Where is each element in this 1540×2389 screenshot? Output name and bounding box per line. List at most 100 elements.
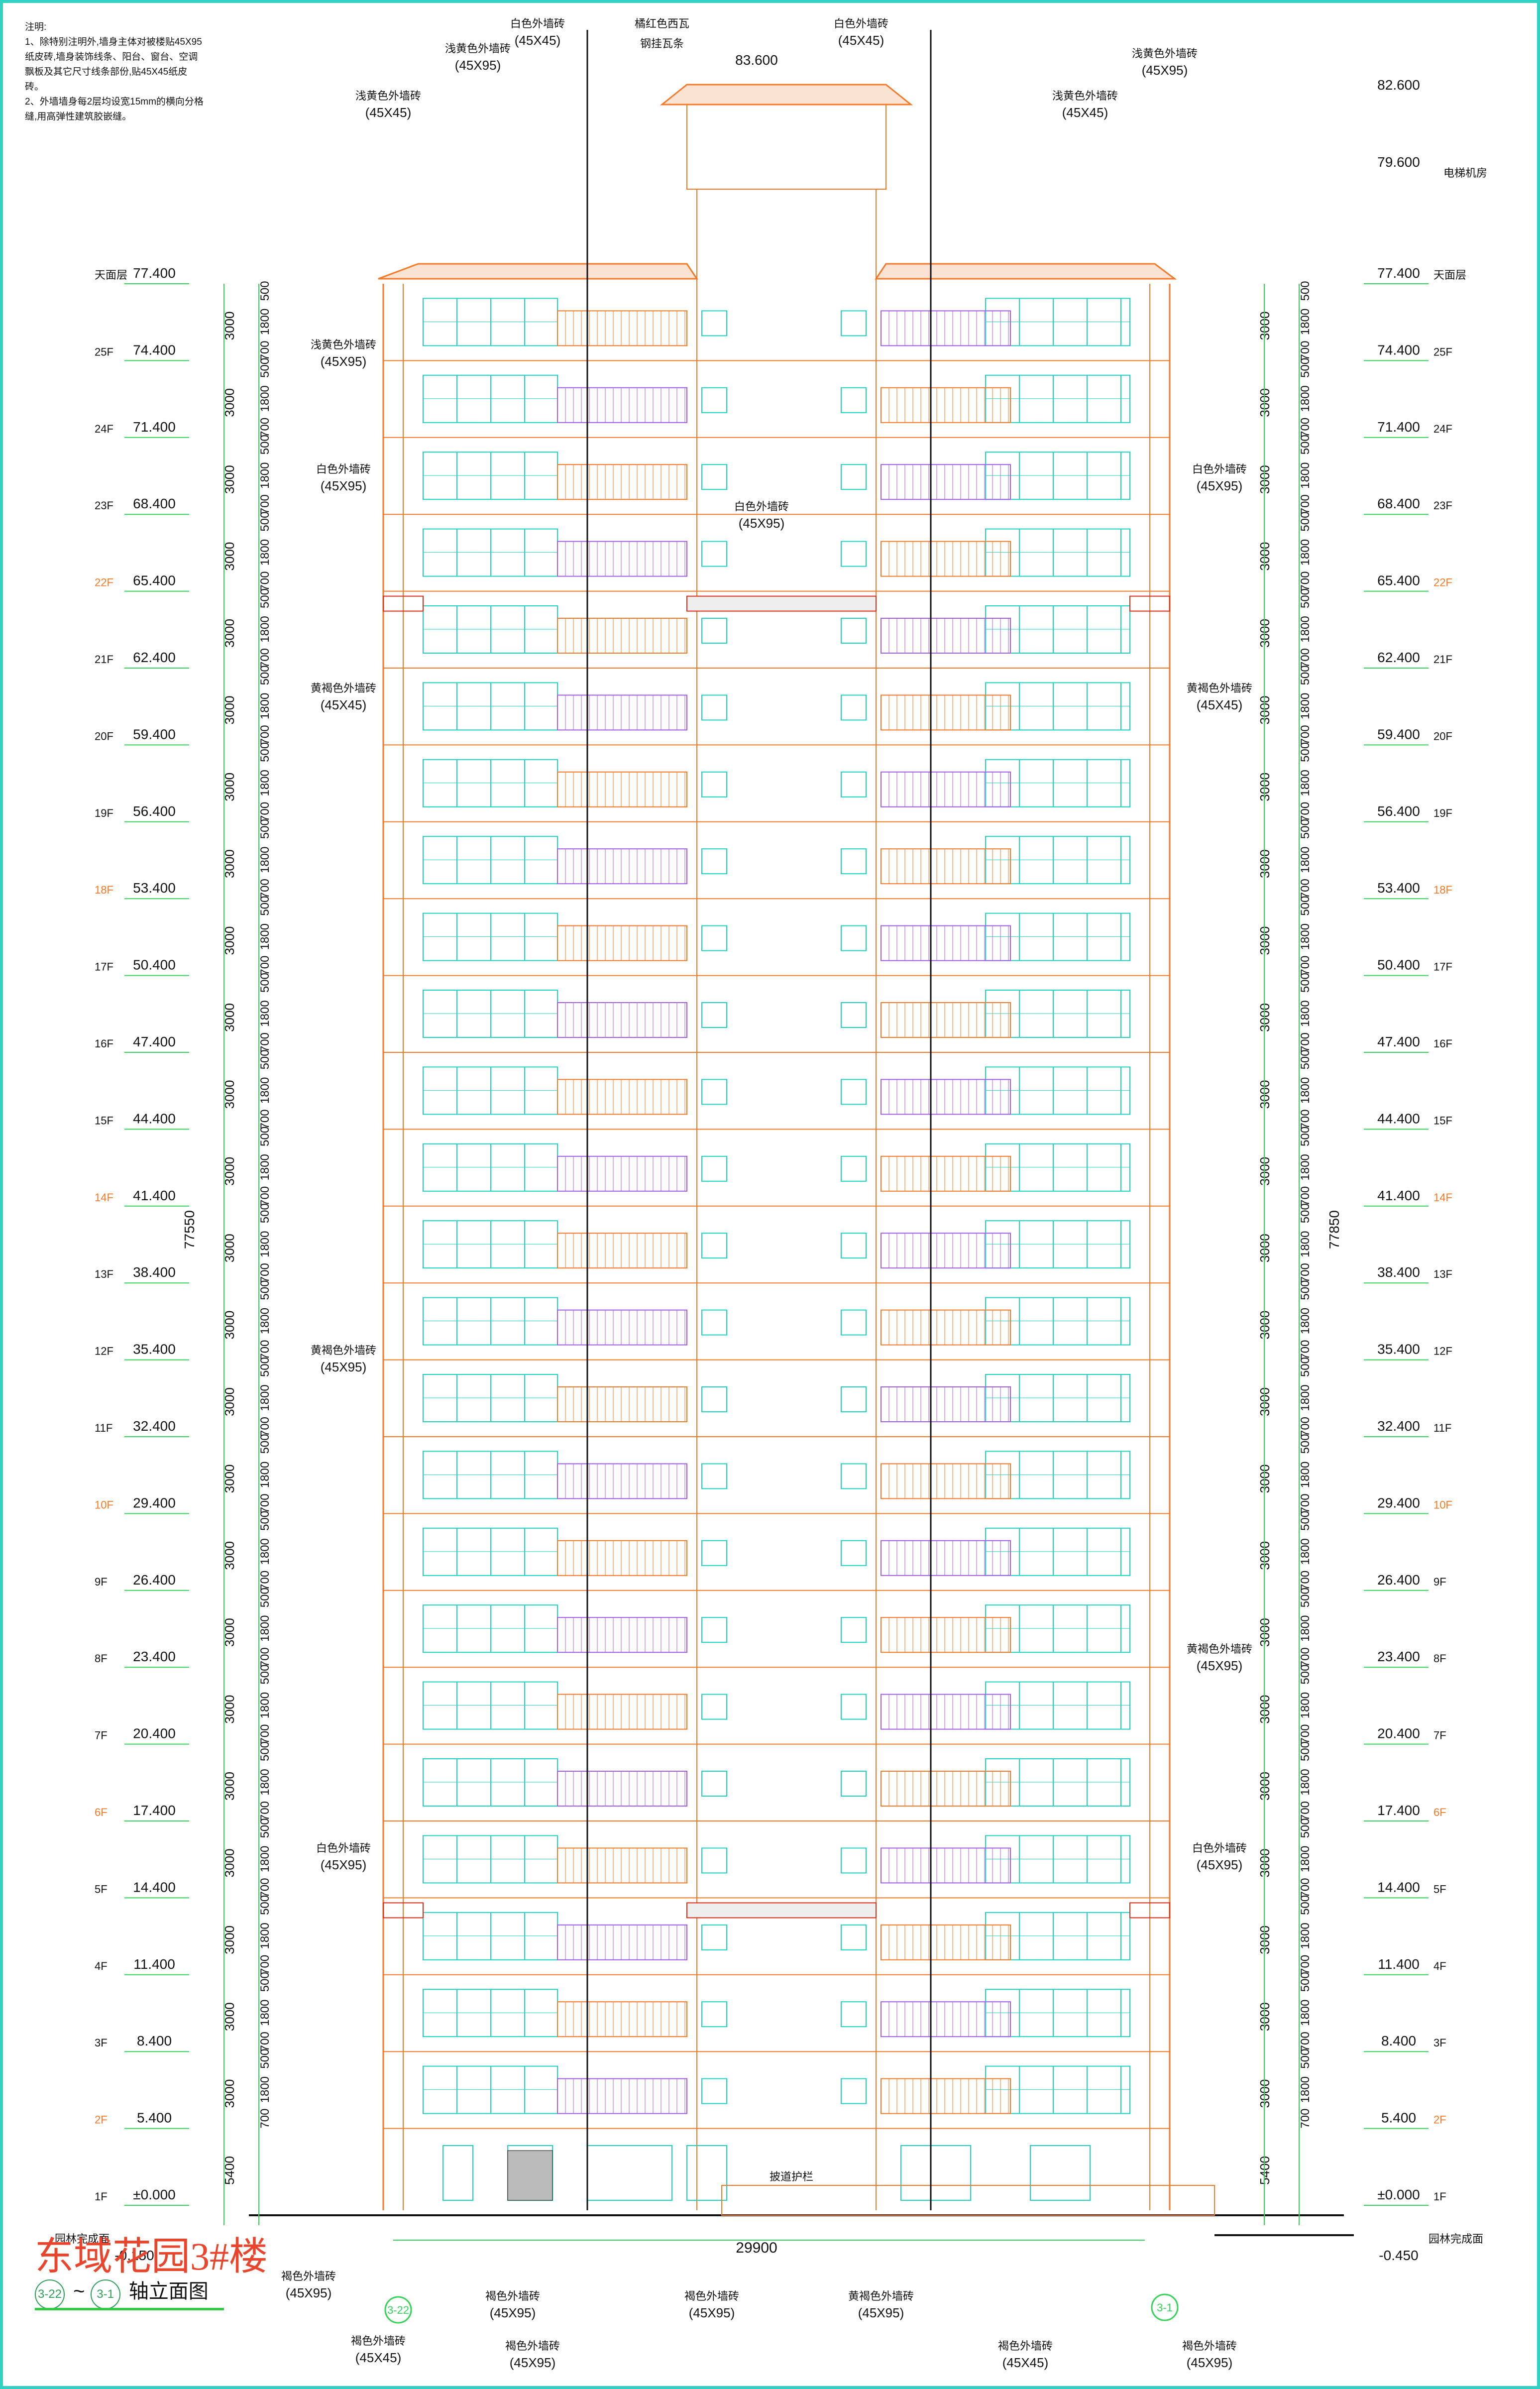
dimension-value: 500 xyxy=(1299,973,1312,993)
dimension-value: 700 xyxy=(1299,1263,1312,1283)
material-size: (45X95) xyxy=(321,1857,367,1872)
floor-label: 9F xyxy=(1433,1576,1446,1588)
dimension-value: 500 xyxy=(258,1818,272,1838)
material-size: (45X45) xyxy=(321,697,367,712)
floor-label: 25F xyxy=(1433,345,1452,358)
dimension-value: 500 xyxy=(258,1741,272,1761)
elevation-value: 71.400 xyxy=(133,419,176,435)
balcony-rail xyxy=(557,1540,687,1576)
dimension-value: 700 xyxy=(1299,418,1312,438)
dimension-value: 1800 xyxy=(258,1846,272,1872)
balcony-rail xyxy=(557,541,687,577)
balcony-rail xyxy=(880,1617,1011,1653)
dimension-value: 700 xyxy=(1299,1032,1312,1052)
dimension-value: 1800 xyxy=(1299,462,1312,489)
ground-label-right: 园林完成面 xyxy=(1429,2233,1483,2245)
material-callout: 白色外墙砖 xyxy=(734,500,789,513)
floor-label: 22F xyxy=(95,576,113,589)
dimension-value: 500 xyxy=(1299,1665,1312,1685)
dimension-value: 700 xyxy=(258,1724,272,1744)
floor-label: 18F xyxy=(1433,884,1452,896)
floor-label: 20F xyxy=(95,730,113,742)
material-size: (45X95) xyxy=(858,2305,904,2320)
material-callout: 浅黄色外墙砖 xyxy=(355,90,421,102)
axis-bubble xyxy=(1151,2293,1179,2321)
material-callout: 白色外墙砖 xyxy=(1192,1842,1247,1854)
balcony-rail xyxy=(880,310,1011,346)
elevation-value: 32.400 xyxy=(133,1418,176,1434)
dimension-value: 700 xyxy=(1299,1417,1312,1437)
dimension-value: 1800 xyxy=(1299,1154,1312,1180)
elevation-value: 71.400 xyxy=(1377,419,1420,435)
balcony-rail xyxy=(880,1233,1011,1269)
floor-label: 24F xyxy=(1433,423,1452,435)
dimension-value: 500 xyxy=(258,281,272,301)
balcony-rail xyxy=(880,1694,1011,1730)
material-callout: 浅黄色外墙砖 xyxy=(1052,90,1118,102)
dimension-value: 500 xyxy=(258,742,272,762)
dimension-value: 500 xyxy=(258,512,272,532)
dimension-value: 500 xyxy=(258,435,272,455)
dimension-value: 1800 xyxy=(1299,1846,1312,1872)
balcony-rail xyxy=(880,848,1011,885)
dimension-value: 700 xyxy=(258,1647,272,1667)
core-window xyxy=(841,387,867,413)
notes-item-2: 2、外墙墙身每2层均设宽15mm的横向分格缝,用高弹性建筑胶嵌缝。 xyxy=(25,97,204,122)
balcony-rail xyxy=(880,771,1011,807)
dimension-value: 700 xyxy=(1299,802,1312,822)
core-window xyxy=(841,1079,867,1105)
dimension-value: 1800 xyxy=(1299,693,1312,719)
elevation-value: 26.400 xyxy=(133,1572,176,1588)
dimension-value: 500 xyxy=(1299,1127,1312,1146)
roof-tile-callout: 橘红色西瓦 xyxy=(635,17,689,30)
band-end xyxy=(383,1902,424,1919)
dimension-value: 1800 xyxy=(258,1000,272,1026)
balcony-rail xyxy=(557,925,687,961)
ground-opening xyxy=(587,2145,672,2201)
dimension-value: 1800 xyxy=(258,462,272,489)
balcony-rail xyxy=(557,771,687,807)
elevation-value: 8.400 xyxy=(1381,2033,1416,2048)
dimension-value: 500 xyxy=(258,1280,272,1300)
core-window xyxy=(841,1155,867,1182)
balcony-rail xyxy=(557,1847,687,1884)
axis-bubble-to: 3-1 xyxy=(90,2279,120,2309)
dimension-value: 500 xyxy=(1299,588,1312,608)
dimension-value: 1800 xyxy=(258,1154,272,1180)
elevation-value: 5.400 xyxy=(1381,2110,1416,2126)
balcony-rail xyxy=(880,1924,1011,1960)
dimension-value: 700 xyxy=(258,341,272,360)
floor-label: 11F xyxy=(1433,1422,1451,1434)
elevation-value: 74.400 xyxy=(133,342,176,357)
material-callout: 浅黄色外墙砖 xyxy=(1132,47,1198,60)
core-window xyxy=(841,464,867,490)
axis-separator: ~ xyxy=(73,2280,85,2302)
dimension-value: 1800 xyxy=(1299,847,1312,873)
core-window xyxy=(841,1617,867,1643)
core-window xyxy=(841,618,867,644)
dimension-value: 1800 xyxy=(258,385,272,412)
notes-item-1: 1、除特别注明外,墙身主体对被楼贴45X95纸皮砖,墙身装饰线条、阳台、窗台、空… xyxy=(25,37,202,92)
floor-label: 17F xyxy=(1433,961,1452,973)
material-size: (45X45) xyxy=(1197,697,1243,712)
core-window xyxy=(841,1233,867,1259)
dimension-value: 1800 xyxy=(258,2000,272,2026)
material-size: (45X45) xyxy=(838,33,884,48)
dimension-value: 500 xyxy=(1299,1972,1312,1992)
dimension-value: 500 xyxy=(258,1357,272,1377)
balcony-rail xyxy=(880,1771,1011,1807)
ground-grille xyxy=(507,2150,553,2201)
core-window xyxy=(841,2001,867,2028)
floor-label: 2F xyxy=(1433,2114,1446,2126)
balcony-rail xyxy=(557,1617,687,1653)
core-window xyxy=(701,1079,727,1105)
core-window xyxy=(841,1463,867,1489)
core-window xyxy=(701,1463,727,1489)
elevation-value: 59.400 xyxy=(1377,726,1420,742)
band-end xyxy=(1129,1902,1170,1919)
ramp-callout: 披道护栏 xyxy=(770,2170,813,2183)
balcony-rail xyxy=(557,387,687,423)
dimension-value: 500 xyxy=(258,2049,272,2069)
core-window xyxy=(841,2078,867,2104)
floor-label: 6F xyxy=(95,1806,108,1819)
